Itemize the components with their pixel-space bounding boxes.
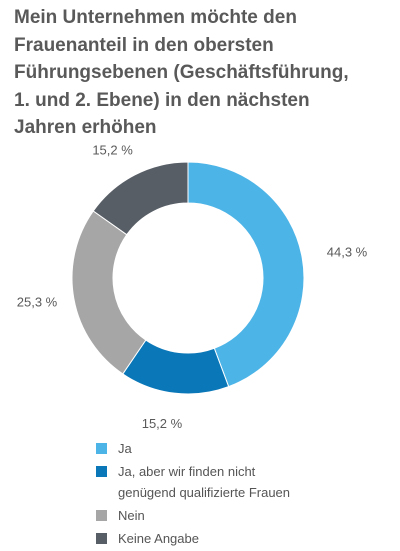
legend-label: Ja, aber wir finden nicht <box>118 464 256 479</box>
legend-swatch <box>96 510 107 521</box>
legend-item-keine-angabe: Keine Angabe <box>96 528 386 549</box>
title-line: Jahren erhöhen <box>14 117 157 138</box>
legend-label: Keine Angabe <box>118 531 199 546</box>
data-label: 25,3 % <box>17 295 58 310</box>
legend: Ja Ja, aber wir finden nicht genügend qu… <box>96 438 386 551</box>
legend-item-nein: Nein <box>96 505 386 526</box>
data-label: 44,3 % <box>327 245 368 260</box>
title-line: Frauenanteil in den obersten <box>14 34 274 56</box>
slice-ja <box>187 161 305 388</box>
legend-item-ja: Ja <box>96 438 386 459</box>
legend-label: genügend qualifizierte Frauen <box>118 485 291 500</box>
data-label: 15,2 % <box>142 416 183 431</box>
slice-nein <box>71 210 147 375</box>
legend-label: Nein <box>118 508 145 523</box>
legend-item-ja-aber: Ja, aber wir finden nicht genügend quali… <box>96 461 386 503</box>
title-line: Mein Unternehmen möchte den <box>14 7 297 28</box>
legend-label: Ja <box>118 441 132 456</box>
legend-swatch <box>96 533 107 544</box>
legend-swatch <box>96 466 107 477</box>
title-line: Führungsebenen (Geschäftsführung, <box>14 62 349 83</box>
data-label: 15,2 % <box>92 143 133 158</box>
chart-title: Mein Unternehmen möchte den Frauenanteil… <box>14 4 394 142</box>
slice-keine-angabe <box>92 161 189 236</box>
title-line: 1. und 2. Ebene) in den nächsten <box>14 89 310 111</box>
legend-swatch <box>96 443 107 454</box>
